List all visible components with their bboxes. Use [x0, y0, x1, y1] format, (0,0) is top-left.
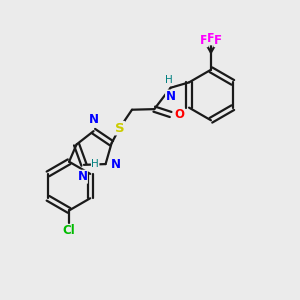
Text: Cl: Cl [63, 224, 76, 237]
Text: S: S [115, 122, 124, 135]
Text: H: H [165, 75, 173, 85]
Text: N: N [88, 113, 99, 126]
Text: H: H [91, 159, 99, 169]
Text: F: F [214, 34, 222, 47]
Text: N: N [111, 158, 121, 171]
Text: O: O [174, 108, 184, 121]
Text: N: N [77, 170, 87, 183]
Text: F: F [207, 32, 215, 45]
Text: F: F [200, 34, 208, 47]
Text: N: N [166, 90, 176, 103]
